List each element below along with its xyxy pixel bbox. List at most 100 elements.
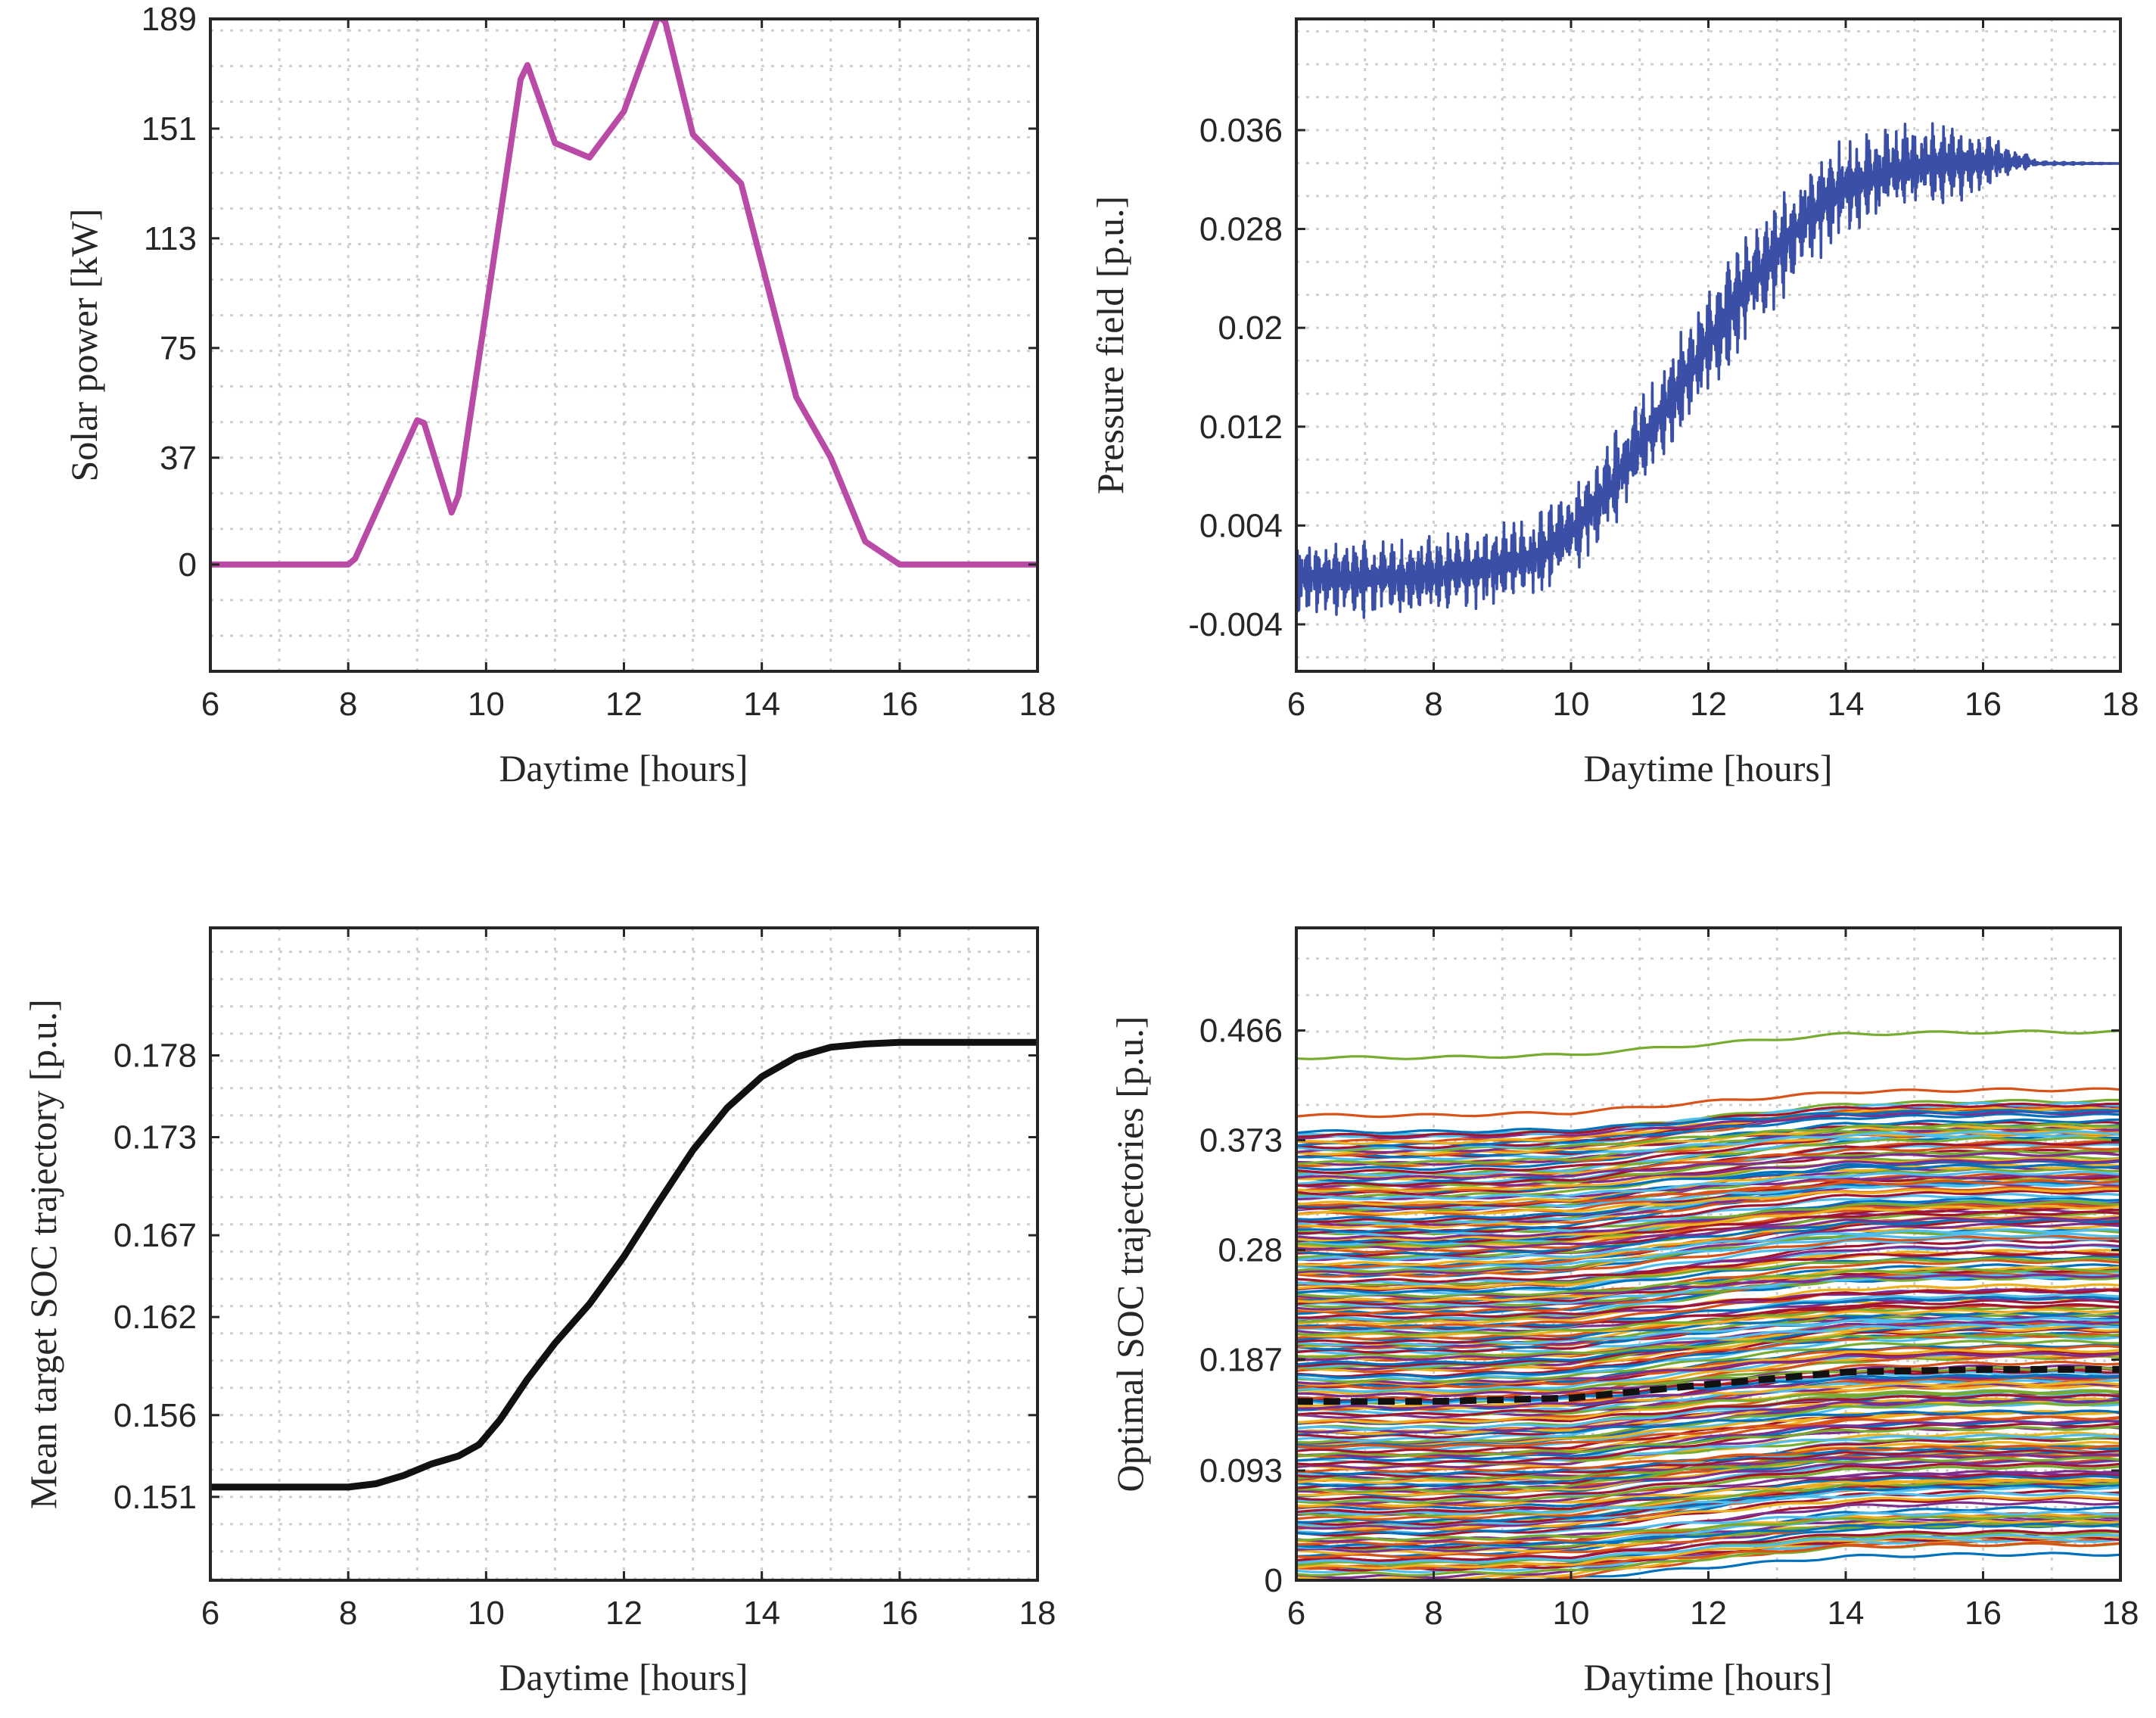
x-tick-label: 14: [743, 686, 780, 723]
x-tick-label: 10: [468, 1595, 505, 1632]
soc-trajectory: [1296, 1459, 2120, 1493]
soc-trajectory: [1296, 1156, 2120, 1193]
soc-trajectory-top: [1296, 1087, 2120, 1119]
soc-trajectory: [1296, 1520, 2120, 1559]
y-tick-label: 151: [142, 110, 197, 148]
x-tick-label: 8: [339, 1595, 357, 1632]
soc-trajectory: [1296, 1529, 2120, 1562]
soc-trajectory: [1296, 1483, 2120, 1523]
soc-trajectory: [1296, 1335, 2120, 1381]
x-tick-label: 8: [1424, 686, 1442, 723]
soc-trajectory: [1296, 1323, 2120, 1355]
y-axis-label: Optimal SOC trajectories [p.u.]: [1109, 1016, 1151, 1492]
soc-trajectory: [1296, 1288, 2120, 1319]
soc-trajectory: [1296, 1172, 2120, 1216]
soc-trajectory: [1296, 1130, 2120, 1161]
soc-trajectory: [1296, 1232, 2120, 1271]
soc-trajectory: [1296, 1319, 2120, 1362]
y-axis-label: Pressure field [p.u.]: [1089, 196, 1131, 494]
y-tick-label: 37: [160, 440, 197, 477]
y-tick-label: 0.093: [1199, 1452, 1283, 1489]
y-tick-label: 0.028: [1199, 211, 1283, 248]
soc-trajectory: [1296, 1204, 2120, 1242]
y-tick-label: 0.02: [1218, 310, 1283, 347]
x-tick-label: 18: [1019, 686, 1056, 723]
y-tick-label: 113: [144, 220, 197, 257]
soc-trajectory: [1296, 1295, 2120, 1330]
y-tick-label: 0.162: [114, 1299, 197, 1336]
soc-trajectory: [1296, 1316, 2120, 1347]
soc-trajectory: [1296, 1364, 2120, 1398]
x-tick-label: 6: [201, 686, 219, 723]
x-tick-label: 8: [1424, 1595, 1442, 1632]
panel-optimal-soc-trajectories: 6 8 10 12 14 16 18 0 0.093 0.187 0.28 0.373 0.466 Da…: [1109, 926, 2139, 1698]
x-tick-label: 18: [2102, 1595, 2139, 1632]
soc-trajectory: [1296, 1419, 2120, 1458]
y-tick-label: 0.173: [114, 1119, 197, 1156]
x-tick-label: 8: [339, 686, 357, 723]
soc-trajectory: [1296, 1533, 2120, 1564]
x-tick-label: 14: [1828, 686, 1865, 723]
soc-trajectory: [1296, 1228, 2120, 1262]
soc-trajectory: [1296, 1235, 2120, 1286]
x-tick-label: 16: [1965, 686, 2002, 723]
y-tick-label: 0.28: [1218, 1232, 1283, 1269]
x-tick-label: 10: [468, 686, 505, 723]
pressure-field-line: [1296, 122, 2120, 619]
x-tick-label: 14: [1828, 1595, 1865, 1632]
x-tick-label: 18: [2102, 686, 2139, 723]
soc-trajectory: [1296, 1426, 2120, 1457]
y-tick-label: 0: [1265, 1562, 1283, 1599]
soc-trajectory: [1296, 1433, 2120, 1464]
x-axis-label: Daytime [hours]: [499, 747, 748, 789]
y-axis-label: Mean target SOC trajectory [p.u.]: [22, 999, 64, 1509]
soc-trajectory: [1296, 1303, 2120, 1331]
y-tick-label: 0.036: [1199, 112, 1283, 149]
soc-trajectory: [1296, 1305, 2120, 1337]
x-tick-label: 12: [605, 686, 642, 723]
x-tick-label: 6: [201, 1595, 219, 1632]
soc-trajectory: [1296, 1215, 2120, 1267]
soc-trajectory: [1296, 1542, 2120, 1570]
soc-trajectory: [1296, 1222, 2120, 1275]
soc-trajectory: [1296, 1215, 2120, 1251]
panel-solar-power: 6 8 10 12 14 16 18 0 37 75 113 151 189 Daytime [hour…: [63, 1, 1056, 789]
y-tick-label: 0.187: [1199, 1342, 1283, 1379]
soc-trajectory: [1296, 1415, 2120, 1449]
soc-trajectory: [1296, 1308, 2120, 1338]
x-axis-label: Daytime [hours]: [1583, 1656, 1832, 1698]
soc-trajectory: [1296, 1167, 2120, 1212]
soc-trajectory: [1296, 1179, 2120, 1207]
x-tick-label: 14: [743, 1595, 780, 1632]
y-tick-label: 75: [160, 330, 197, 367]
mean-soc-dashed-line: [1296, 1365, 2120, 1405]
y-tick-label: -0.004: [1188, 606, 1283, 643]
soc-trajectory: [1296, 1324, 2120, 1366]
x-tick-label: 16: [1965, 1595, 2002, 1632]
soc-trajectory: [1296, 1348, 2120, 1387]
soc-trajectory: [1296, 1401, 2120, 1444]
soc-trajectory: [1296, 1170, 2120, 1201]
soc-trajectory: [1296, 1267, 2120, 1299]
soc-trajectory: [1296, 1422, 2120, 1466]
x-tick-label: 10: [1553, 686, 1590, 723]
x-tick-label: 6: [1287, 1595, 1305, 1632]
y-tick-label: 0.373: [1199, 1122, 1283, 1159]
soc-trajectory: [1296, 1444, 2120, 1474]
x-axis-label: Daytime [hours]: [499, 1656, 748, 1698]
y-tick-label: 0.012: [1199, 409, 1283, 446]
soc-trajectory: [1296, 1324, 2120, 1368]
soc-trajectory: [1296, 1200, 2120, 1236]
soc-trajectory: [1296, 1374, 2120, 1410]
soc-trajectory: [1296, 1551, 2120, 1580]
y-tick-label: 0.004: [1199, 507, 1283, 544]
soc-trajectory: [1296, 1398, 2120, 1433]
soc-trajectory: [1296, 1109, 2120, 1134]
soc-trajectory: [1296, 1344, 2120, 1390]
mean-soc-line: [210, 1038, 1038, 1491]
y-axis-label: Solar power [kW]: [63, 209, 105, 482]
soc-trajectory: [1296, 1187, 2120, 1215]
soc-trajectory: [1296, 1464, 2120, 1505]
soc-trajectory: [1296, 1151, 2120, 1181]
